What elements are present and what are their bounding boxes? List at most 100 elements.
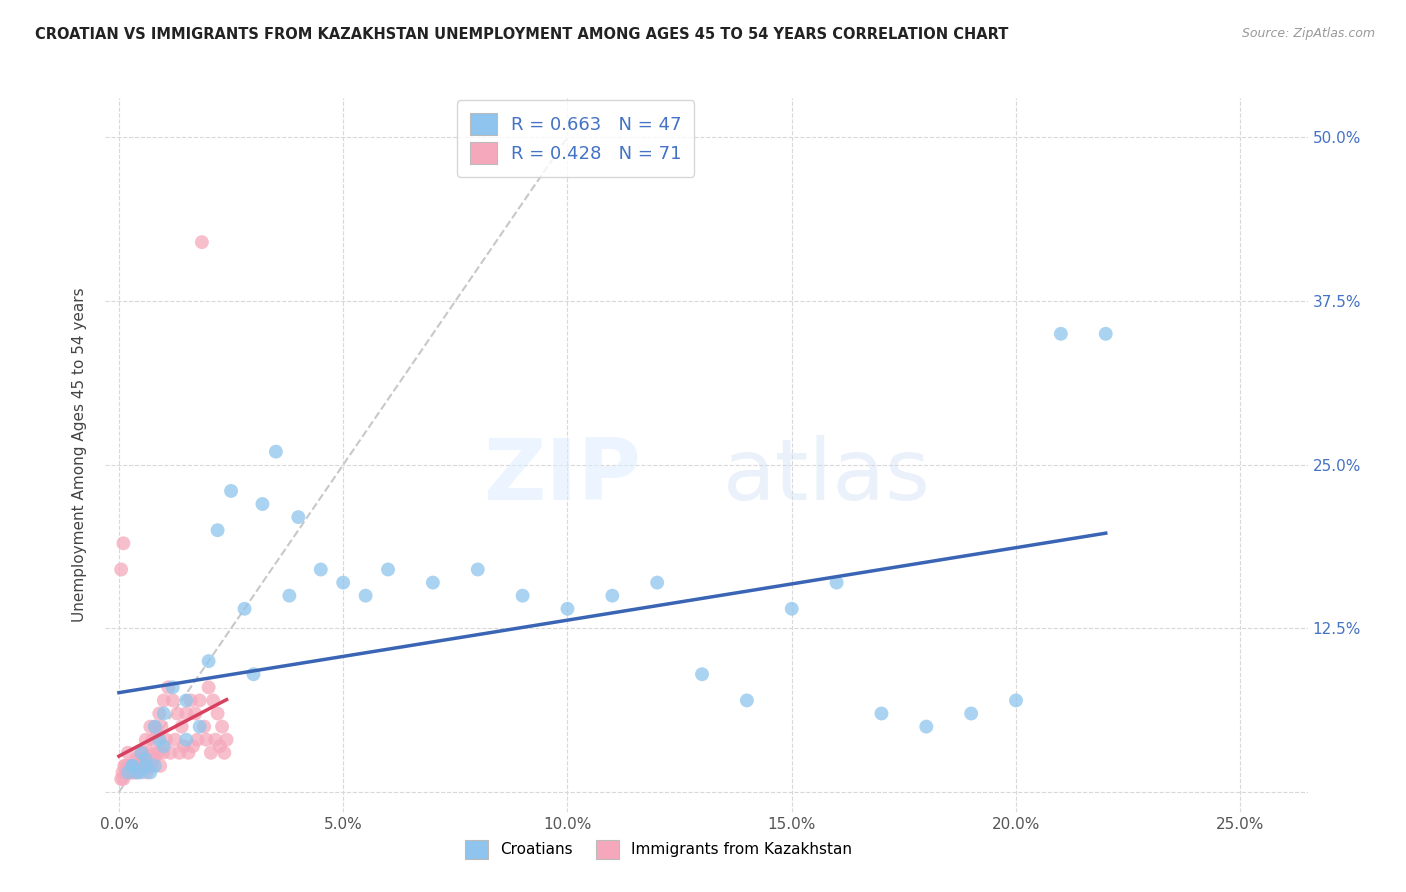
Point xyxy=(132,746,155,760)
Point xyxy=(152,746,174,760)
Point xyxy=(188,720,211,734)
Point xyxy=(131,746,153,760)
Point xyxy=(127,765,149,780)
Point xyxy=(152,739,174,754)
Point xyxy=(114,759,136,773)
Point xyxy=(152,706,174,721)
Point xyxy=(134,752,156,766)
Point xyxy=(193,720,215,734)
Point xyxy=(110,562,132,576)
Point xyxy=(118,765,141,780)
Point xyxy=(145,746,167,760)
Point xyxy=(129,759,152,773)
Point xyxy=(170,720,193,734)
Point xyxy=(143,720,166,734)
Point xyxy=(332,575,354,590)
Point xyxy=(207,706,229,721)
Point xyxy=(197,681,219,695)
Point xyxy=(148,746,170,760)
Legend: Croatians, Immigrants from Kazakhstan: Croatians, Immigrants from Kazakhstan xyxy=(458,834,858,864)
Point xyxy=(422,575,444,590)
Point xyxy=(128,752,150,766)
Point xyxy=(121,759,143,773)
Point xyxy=(219,483,242,498)
Point xyxy=(121,765,143,780)
Point xyxy=(162,681,184,695)
Point xyxy=(142,752,165,766)
Point xyxy=(121,759,143,773)
Point xyxy=(125,752,148,766)
Point xyxy=(200,746,222,760)
Point xyxy=(148,732,170,747)
Point xyxy=(252,497,274,511)
Point xyxy=(141,732,163,747)
Point xyxy=(162,693,184,707)
Point xyxy=(557,601,579,615)
Point xyxy=(166,706,188,721)
Point xyxy=(155,732,177,747)
Point xyxy=(117,765,139,780)
Point xyxy=(131,746,153,760)
Point xyxy=(181,739,204,754)
Text: ZIP: ZIP xyxy=(484,434,641,518)
Point xyxy=(112,536,135,550)
Text: CROATIAN VS IMMIGRANTS FROM KAZAKHSTAN UNEMPLOYMENT AMONG AGES 45 TO 54 YEARS CO: CROATIAN VS IMMIGRANTS FROM KAZAKHSTAN U… xyxy=(35,27,1008,42)
Point xyxy=(122,759,145,773)
Point xyxy=(211,720,233,734)
Point xyxy=(195,732,218,747)
Point xyxy=(152,693,174,707)
Point xyxy=(690,667,713,681)
Point xyxy=(114,765,136,780)
Point xyxy=(174,732,197,747)
Point xyxy=(354,589,377,603)
Point xyxy=(141,759,163,773)
Point xyxy=(188,693,211,707)
Point xyxy=(287,510,309,524)
Point xyxy=(204,732,226,747)
Point xyxy=(135,752,157,766)
Point xyxy=(157,681,180,695)
Point xyxy=(125,759,148,773)
Point xyxy=(169,746,191,760)
Point xyxy=(149,759,172,773)
Point xyxy=(139,720,162,734)
Point xyxy=(174,693,197,707)
Point xyxy=(150,720,173,734)
Point xyxy=(146,726,169,740)
Point xyxy=(148,706,170,721)
Point xyxy=(163,732,186,747)
Point xyxy=(467,562,489,576)
Point xyxy=(111,765,134,780)
Point xyxy=(159,746,181,760)
Point xyxy=(135,732,157,747)
Point xyxy=(208,739,231,754)
Point xyxy=(512,589,534,603)
Point xyxy=(124,765,146,780)
Point xyxy=(174,706,197,721)
Point xyxy=(309,562,332,576)
Point xyxy=(120,759,142,773)
Point xyxy=(138,759,160,773)
Point xyxy=(214,746,236,760)
Point xyxy=(233,601,256,615)
Point xyxy=(135,759,157,773)
Point xyxy=(1094,326,1116,341)
Point xyxy=(197,654,219,668)
Point xyxy=(110,772,132,786)
Point xyxy=(184,706,207,721)
Point xyxy=(602,589,624,603)
Point xyxy=(131,759,153,773)
Point xyxy=(115,765,138,780)
Point xyxy=(117,746,139,760)
Y-axis label: Unemployment Among Ages 45 to 54 years: Unemployment Among Ages 45 to 54 years xyxy=(72,287,87,623)
Point xyxy=(143,759,166,773)
Text: atlas: atlas xyxy=(723,434,931,518)
Point xyxy=(735,693,758,707)
Point xyxy=(278,589,301,603)
Point xyxy=(780,601,803,615)
Point xyxy=(191,235,214,249)
Point xyxy=(215,732,238,747)
Point xyxy=(180,693,202,707)
Point xyxy=(1005,693,1028,707)
Point xyxy=(960,706,983,721)
